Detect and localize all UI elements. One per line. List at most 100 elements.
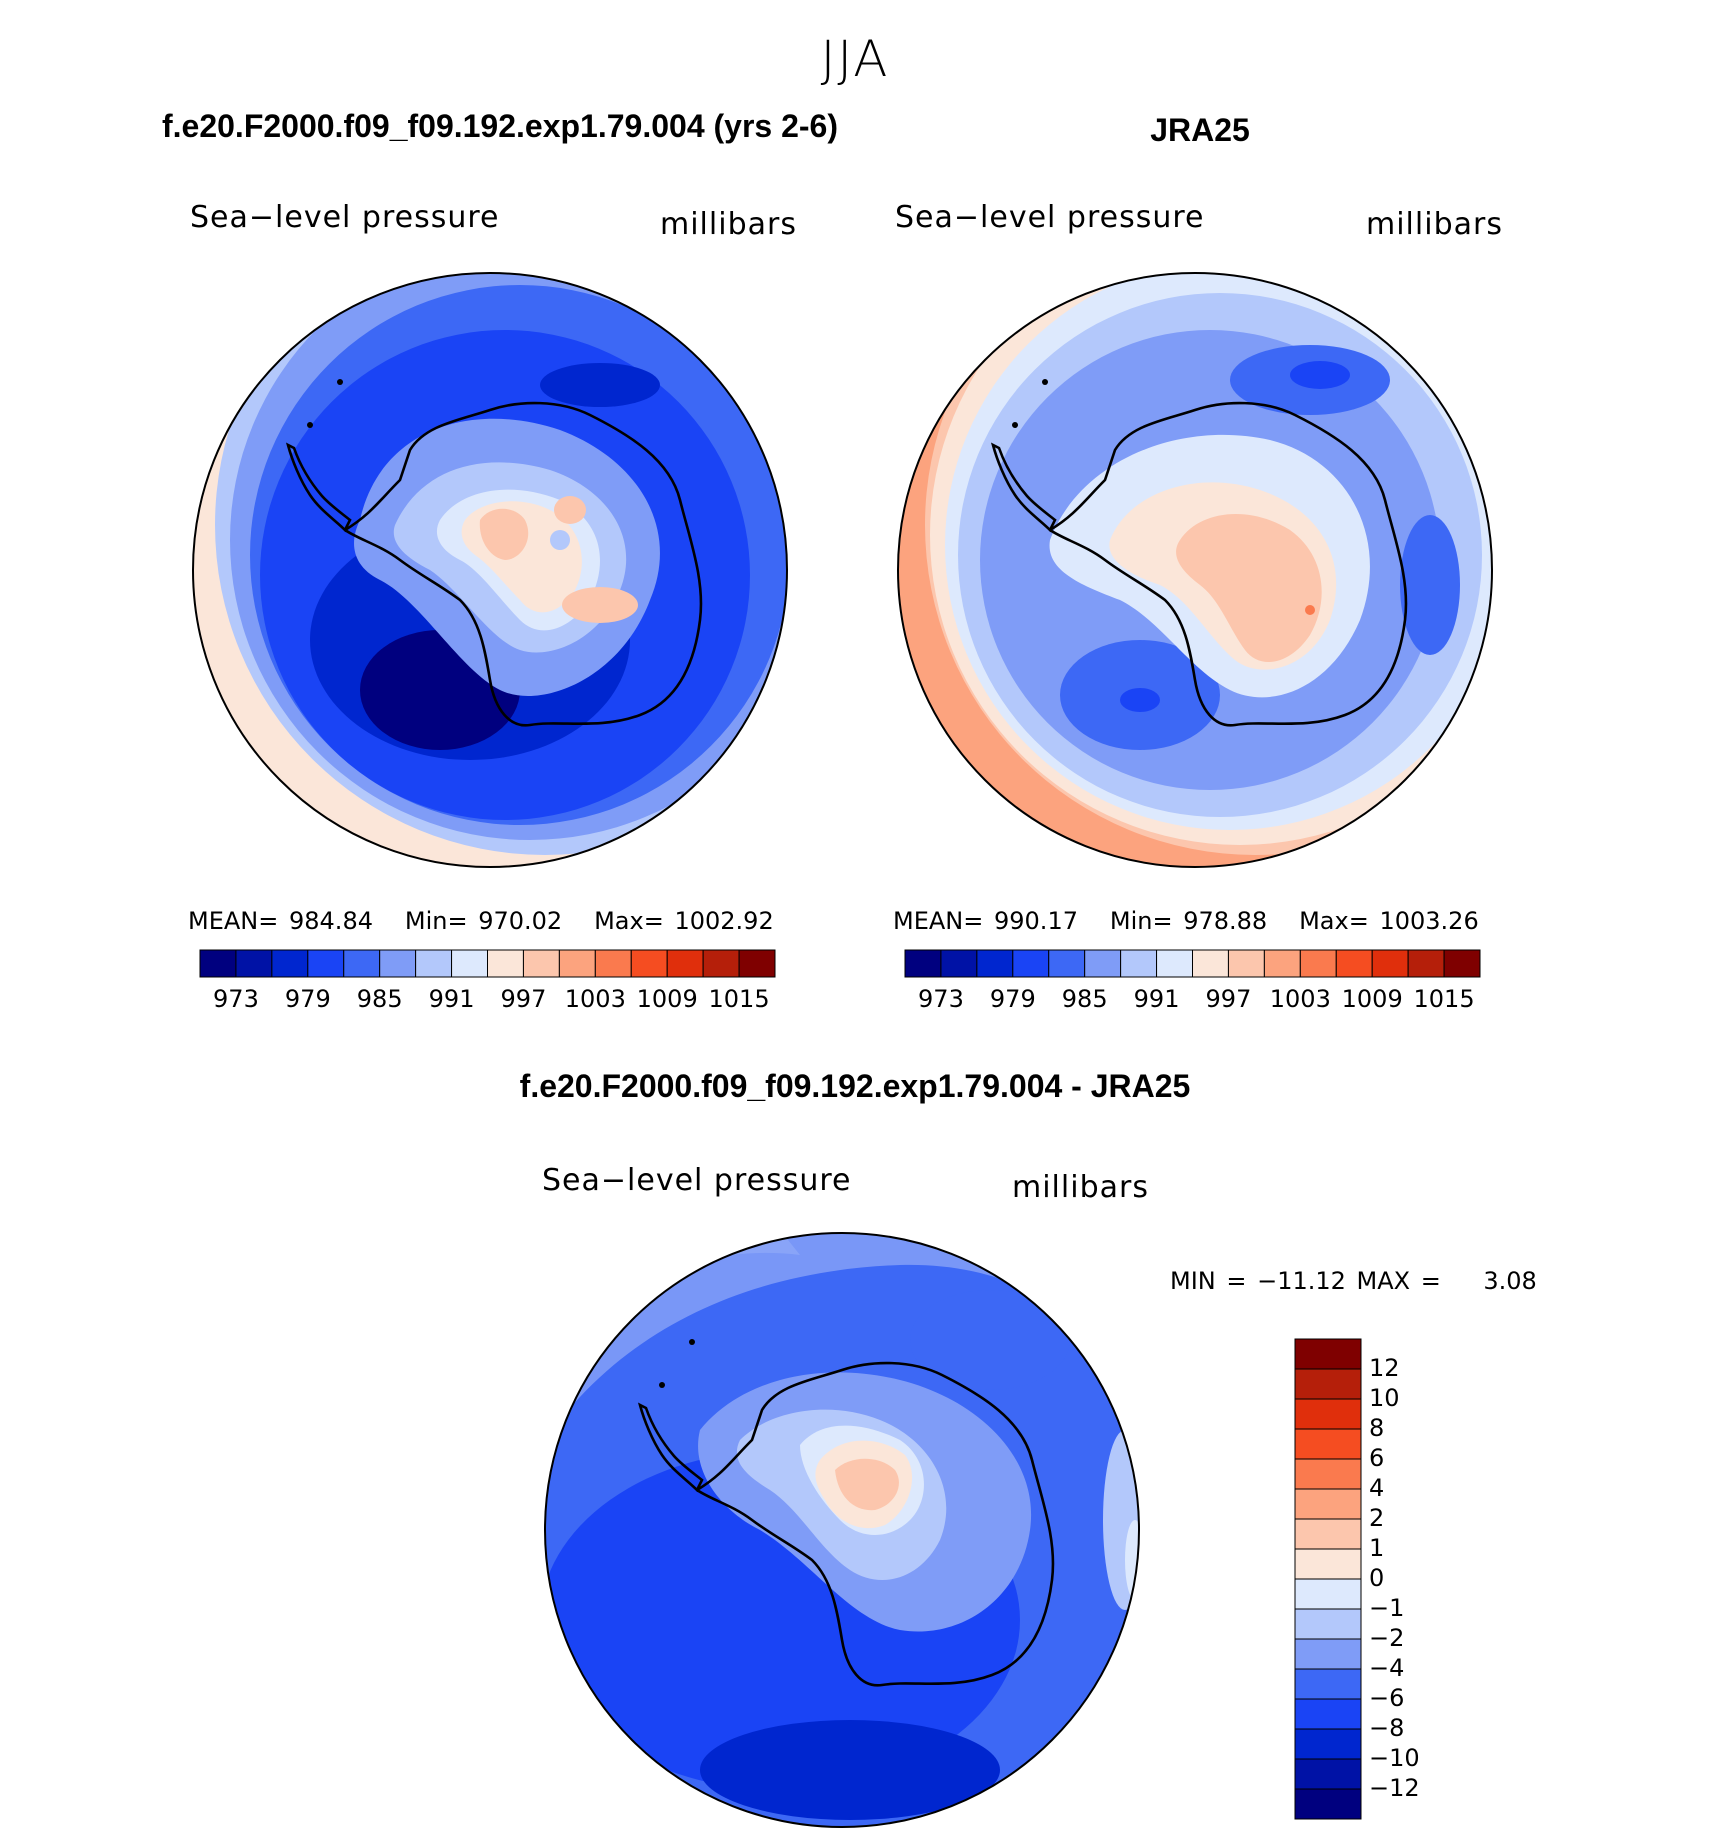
obs-colorbar-box [976,949,1014,978]
difference-units-label: millibars [1012,1170,1149,1205]
obs-max-label: Max= [1299,907,1369,935]
obs-units-label: millibars [1366,207,1503,242]
difference-colorbar-box [1294,1758,1362,1790]
model-mean-value: 984.84 [289,907,373,935]
obs-colorbar-box [1299,949,1337,978]
obs-colorbar-box [1335,949,1373,978]
difference-colorbar-tick-label: −2 [1369,1624,1405,1652]
model-colorbar-box [738,949,776,978]
obs-colorbar-box [1012,949,1050,978]
obs-stats: MEAN= 990.17 Min= 978.88 Max= 1003.26 [893,907,1479,935]
model-colorbar-tick-label: 1015 [708,985,770,1013]
difference-map [545,1233,1139,1827]
difference-stats: MIN = −11.12 MAX = 3.08 [1170,1267,1537,1295]
model-colorbar-box [343,949,381,978]
difference-colorbar-tick-label: 2 [1369,1504,1385,1532]
model-stats: MEAN= 984.84 Min= 970.02 Max= 1002.92 [188,907,774,935]
model-colorbar-box [594,949,632,978]
difference-variable-label: Sea−level pressure [542,1163,852,1198]
obs-min-value: 978.88 [1183,907,1268,935]
difference-colorbar-tick-label: 0 [1369,1564,1385,1592]
difference-colorbar-tick-label: 12 [1369,1354,1400,1382]
difference-colorbar-tick-label: 6 [1369,1444,1385,1472]
obs-colorbar-tick-label: 997 [1205,985,1252,1013]
model-colorbar-box [415,949,453,978]
difference-colorbar-tick-label: −1 [1369,1594,1405,1622]
obs-colorbar-tick-label: 985 [1061,985,1108,1013]
model-colorbar-box [379,949,417,978]
obs-min-label: Min= [1109,907,1173,935]
obs-colorbar-box [1227,949,1265,978]
model-colorbar-box [702,949,740,978]
difference-colorbar-box [1294,1548,1362,1580]
obs-map [898,273,1492,867]
model-colorbar-tick-label: 973 [213,985,259,1013]
difference-colorbar-tick-label: 1 [1369,1534,1385,1562]
obs-panel-title: JRA25 [1150,112,1250,148]
obs-variable-label: Sea−level pressure [895,200,1205,235]
obs-colorbar-tick-label: 979 [989,985,1036,1013]
difference-colorbar-tick-label: 4 [1369,1474,1385,1502]
model-colorbar-box [666,949,704,978]
model-colorbar-box [307,949,345,978]
obs-colorbar-box [1120,949,1158,978]
figure-season-title: JJA [820,30,890,88]
model-colorbar-box [271,949,309,978]
model-colorbar-box [558,949,596,978]
obs-mean-label: MEAN= [893,907,984,935]
obs-colorbar-tick-label: 1009 [1341,985,1403,1013]
obs-colorbar-box [1263,949,1301,978]
obs-colorbar-tick-label: 1003 [1269,985,1331,1013]
obs-colorbar-box [1443,949,1481,978]
difference-colorbar-tick-label: 8 [1369,1414,1385,1442]
difference-colorbar-box [1294,1608,1362,1640]
model-max-label: Max= [594,907,664,935]
model-colorbar-box [630,949,668,978]
obs-max-value: 1003.26 [1379,907,1479,935]
difference-colorbar-tick-label: −12 [1369,1774,1420,1802]
difference-colorbar-box [1294,1728,1362,1760]
obs-colorbar [904,949,1481,978]
model-colorbar-box [235,949,273,978]
difference-colorbar-box [1294,1428,1362,1460]
difference-colorbar-box [1294,1578,1362,1610]
difference-colorbar [1294,1338,1362,1820]
obs-colorbar-box [1156,949,1193,978]
difference-colorbar-tick-label: −10 [1369,1744,1420,1772]
model-colorbar-tick-label: 985 [356,985,403,1013]
difference-colorbar-tick-label: −6 [1369,1684,1405,1712]
model-colorbar-box [451,949,488,978]
model-colorbar-tick-label: 1003 [564,985,626,1013]
obs-colorbar-box [1192,949,1229,978]
model-colorbar-tick-label: 991 [428,985,475,1013]
difference-colorbar-box [1294,1368,1362,1400]
obs-colorbar-box [1371,949,1409,978]
difference-colorbar-tick-label: 10 [1369,1384,1400,1412]
difference-colorbar-box [1294,1488,1362,1520]
model-min-value: 970.02 [478,907,563,935]
difference-colorbar-tick-label: −4 [1369,1654,1405,1682]
difference-colorbar-box [1294,1398,1362,1430]
model-min-label: Min= [404,907,468,935]
obs-colorbar-box [1048,949,1086,978]
model-colorbar-tick-label: 997 [500,985,547,1013]
model-colorbar-box [522,949,560,978]
model-colorbar-box [487,949,524,978]
model-panel-title: f.e20.F2000.f09_f09.192.exp1.79.004 (yrs… [161,108,838,144]
model-variable-label: Sea−level pressure [190,200,500,235]
obs-colorbar-box [1407,949,1445,978]
model-colorbar-tick-label: 1009 [636,985,698,1013]
difference-colorbar-box [1294,1338,1362,1370]
model-colorbar [199,949,776,978]
model-map [193,273,787,867]
model-colorbar-tick-label: 979 [284,985,331,1013]
difference-colorbar-box [1294,1788,1362,1820]
difference-colorbar-tick-label: −8 [1369,1714,1405,1742]
difference-colorbar-box [1294,1518,1362,1550]
obs-mean-value: 990.17 [994,907,1078,935]
obs-colorbar-box [904,949,942,978]
model-colorbar-box [199,949,237,978]
difference-colorbar-box [1294,1638,1362,1670]
obs-colorbar-tick-label: 1015 [1413,985,1475,1013]
